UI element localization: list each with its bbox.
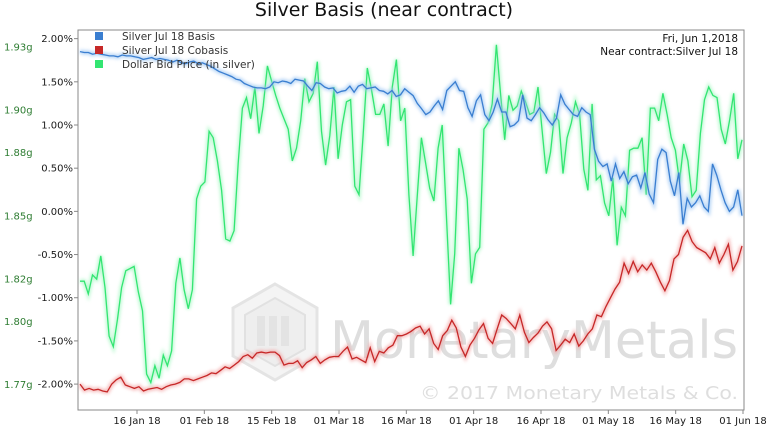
right-tick-label: -1.50% xyxy=(38,336,73,347)
chart-title: Silver Basis (near contract) xyxy=(255,0,513,21)
x-tick-label: 01 Apr 18 xyxy=(449,416,498,427)
x-tick-label: 16 Apr 18 xyxy=(516,416,565,427)
right-tick-label: 0.50% xyxy=(41,164,73,175)
legend-item-basis[interactable]: Silver Jul 18 Basis xyxy=(95,31,215,43)
x-tick-label: 01 Jun 18 xyxy=(719,416,766,427)
watermark-copyright: © 2017 Monetary Metals & Co. xyxy=(420,383,738,404)
left-tick-label: 1.85g xyxy=(4,211,33,222)
legend-label-basis: Silver Jul 18 Basis xyxy=(122,31,215,43)
x-tick-label: 16 Mar 18 xyxy=(381,416,432,427)
right-tick-label: -1.00% xyxy=(38,293,73,304)
left-tick-label: 1.80g xyxy=(4,317,33,328)
left-tick-label: 1.82g xyxy=(4,275,33,286)
right-tick-label: 1.50% xyxy=(41,77,73,88)
legend-swatch-cobasis xyxy=(95,46,103,54)
date-label: Fri, Jun 1,2018 xyxy=(662,33,738,45)
legend-label-dollar-bid-price: Dollar Bid Price (in silver) xyxy=(122,59,255,71)
right-axis-ticks: -2.00% -1.50% -1.00% -0.50% 0.00% 0.50% 1.00% 1… xyxy=(38,34,78,391)
cobasis-line xyxy=(79,228,743,393)
watermark-name: MonetaryMetals xyxy=(330,311,738,371)
dollar-bid-price-line xyxy=(80,44,743,385)
legend: Silver Jul 18 Basis Silver Jul 18 Cobasi… xyxy=(95,31,255,71)
legend-label-cobasis: Silver Jul 18 Cobasis xyxy=(122,45,228,57)
basis-line xyxy=(79,50,743,225)
x-tick-label: 01 Feb 18 xyxy=(180,416,230,427)
x-tick-label: 15 Feb 18 xyxy=(247,416,297,427)
legend-swatch-basis xyxy=(95,32,103,40)
x-tick-label: 16 Jan 18 xyxy=(113,416,160,427)
legend-item-cobasis[interactable]: Silver Jul 18 Cobasis xyxy=(95,45,228,57)
right-tick-label: 1.00% xyxy=(41,121,73,132)
near-contract-label: Near contract:Silver Jul 18 xyxy=(600,46,738,58)
right-tick-label: 2.00% xyxy=(41,34,73,45)
legend-swatch-dollar-bid-price xyxy=(95,60,103,68)
left-tick-label: 1.90g xyxy=(4,106,33,117)
x-tick-label: 01 Mar 18 xyxy=(314,416,365,427)
left-tick-label: 1.77g xyxy=(4,380,33,391)
x-tick-label: 01 May 18 xyxy=(582,416,634,427)
right-tick-label: -0.50% xyxy=(38,250,73,261)
left-tick-label: 1.93g xyxy=(4,42,33,53)
series-layer xyxy=(78,44,744,395)
legend-item-dollar-bid-price[interactable]: Dollar Bid Price (in silver) xyxy=(95,59,255,71)
x-tick-label: 16 May 18 xyxy=(649,416,701,427)
left-axis-ticks: 1.77g 1.80g 1.82g 1.85g 1.88g 1.90g 1.93g xyxy=(4,42,33,391)
right-tick-label: -2.00% xyxy=(38,380,73,391)
left-tick-label: 1.88g xyxy=(4,148,33,159)
x-axis-ticks: 16 Jan 18 01 Feb 18 15 Feb 18 01 Mar 18 16 M… xyxy=(113,410,767,427)
right-tick-label: 0.00% xyxy=(41,207,73,218)
